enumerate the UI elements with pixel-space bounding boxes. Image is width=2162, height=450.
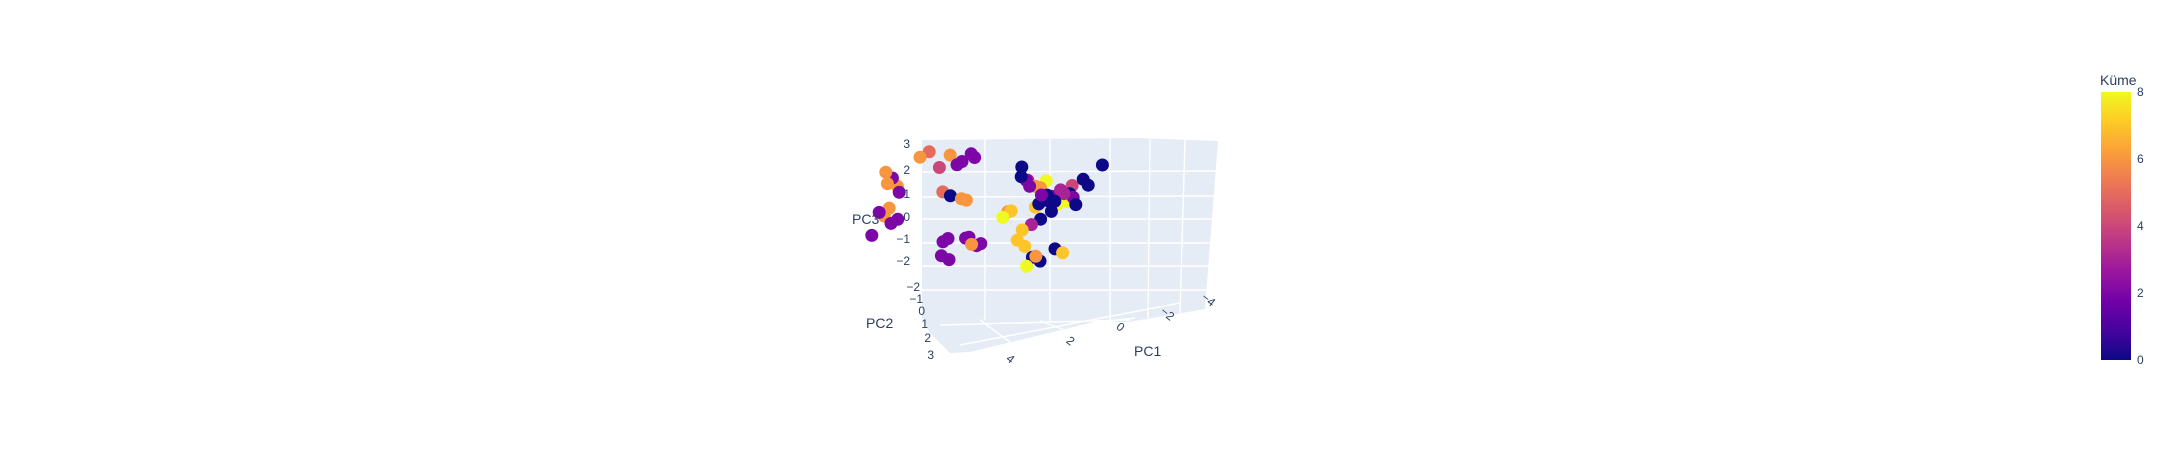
data-point xyxy=(954,192,968,206)
data-point xyxy=(1044,204,1058,218)
y-tick-label: 1 xyxy=(921,317,928,331)
data-point xyxy=(1048,194,1062,208)
data-point xyxy=(1023,179,1037,193)
scatter-points xyxy=(865,145,1109,273)
data-point xyxy=(943,148,957,162)
data-point xyxy=(1020,259,1034,273)
colorbar-tick-label: 4 xyxy=(2137,219,2144,233)
data-point xyxy=(942,253,956,267)
colorbar-tick-label: 0 xyxy=(2137,353,2144,367)
colorbar: Küme 0 2 4 6 8 xyxy=(2100,72,2144,367)
colorbar-gradient xyxy=(2101,92,2131,360)
y-tick-label: −1 xyxy=(909,292,923,306)
data-point xyxy=(932,161,946,174)
data-point xyxy=(943,189,957,203)
data-point xyxy=(1056,246,1070,260)
data-point xyxy=(880,177,894,191)
y-tick-label: 3 xyxy=(927,348,934,362)
data-point xyxy=(996,210,1010,224)
back-wall xyxy=(922,138,1218,322)
data-point xyxy=(1095,158,1109,172)
left-wall xyxy=(922,140,950,353)
y-tick-label: −2 xyxy=(906,280,920,294)
colorbar-tick-label: 8 xyxy=(2137,85,2144,99)
data-point xyxy=(1018,239,1032,253)
data-point xyxy=(968,151,982,164)
x-tick-label: 2 xyxy=(1064,333,1078,348)
data-point xyxy=(913,150,927,164)
data-point xyxy=(1069,198,1083,212)
x-axis-title: PC1 xyxy=(1134,343,1161,359)
z-tick-label: −1 xyxy=(896,232,910,246)
data-point xyxy=(936,235,950,249)
y-axis-title: PC2 xyxy=(866,315,893,331)
z-tick-label: 1 xyxy=(903,187,910,201)
colorbar-tick-label: 6 xyxy=(2137,152,2144,166)
z-tick-label: 2 xyxy=(903,163,910,177)
data-point xyxy=(1034,188,1048,202)
data-point xyxy=(1014,170,1028,184)
data-point xyxy=(1015,223,1029,237)
colorbar-tick-label: 2 xyxy=(2137,286,2144,300)
y-tick-label: 2 xyxy=(924,331,931,345)
colorbar-title: Küme xyxy=(2100,72,2137,88)
z-tick-label: 0 xyxy=(903,210,910,224)
data-point xyxy=(965,237,979,251)
x-tick-label: 4 xyxy=(1004,351,1018,366)
data-point xyxy=(872,205,886,219)
data-point xyxy=(892,185,906,199)
data-point xyxy=(865,228,879,242)
data-point xyxy=(950,158,964,172)
data-point xyxy=(1029,249,1043,263)
y-tick-label: 0 xyxy=(918,304,925,318)
z-axis-ticks: −2 −1 0 1 2 3 xyxy=(896,137,910,268)
data-point xyxy=(1057,187,1071,201)
data-point xyxy=(891,212,905,226)
z-tick-label: −2 xyxy=(896,254,910,268)
data-point xyxy=(879,165,893,179)
data-point xyxy=(1076,172,1090,186)
z-axis-title: PC3 xyxy=(852,211,879,227)
data-point xyxy=(1015,160,1029,174)
z-tick-label: 3 xyxy=(903,137,910,151)
